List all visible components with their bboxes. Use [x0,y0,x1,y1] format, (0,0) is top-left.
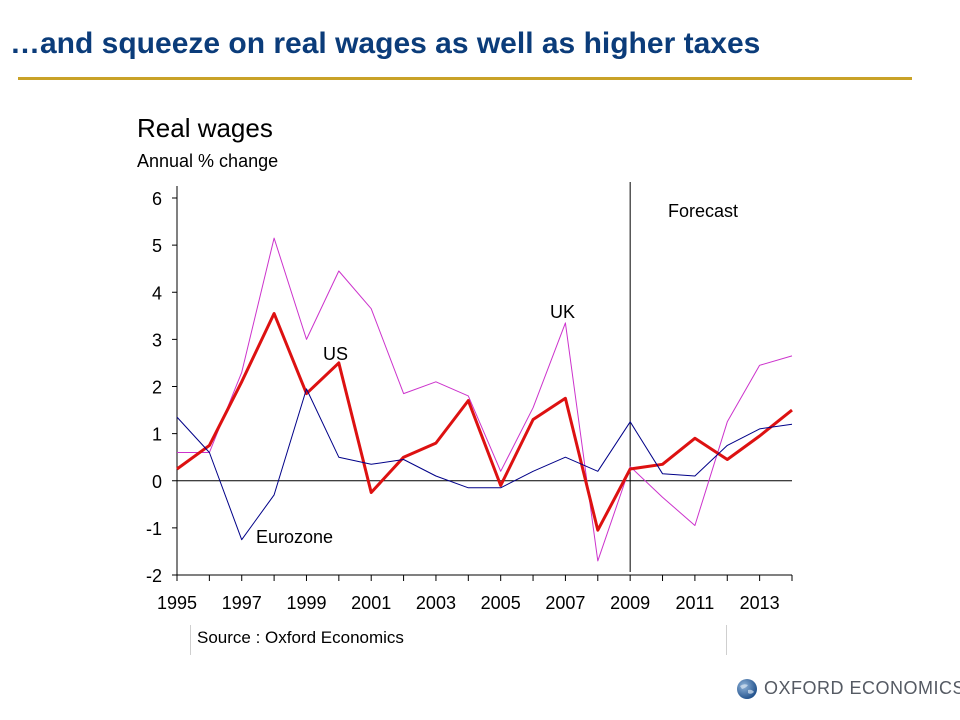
title-underline [18,77,912,80]
series-label-uk: UK [550,302,575,322]
chart-axes: 6 5 4 3 2 1 0 -1 -2 1995 1997 1999 2001 2003 2005 2007 2… [146,182,793,613]
x-tick-label: 2009 [610,593,650,613]
x-tick-label: 1999 [286,593,326,613]
globe-icon [737,679,757,699]
x-tick-label: 2007 [545,593,585,613]
y-tick-label: 5 [152,236,162,256]
chart-series [176,237,793,562]
x-tick-label: 2001 [351,593,391,613]
x-tick-label: 2003 [416,593,456,613]
oxford-economics-logo: OXFORD ECONOMICS [736,676,960,702]
y-tick-label: -2 [146,566,162,586]
y-tick-label: -1 [146,519,162,539]
y-tick-label: 1 [152,425,162,445]
series-line-us [176,312,793,532]
x-tick-label: 2013 [740,593,780,613]
y-tick-label: 3 [152,330,162,350]
logo-text: OXFORD ECONOMICS [764,678,960,698]
chart-title: Real wages [137,113,273,143]
series-line-uk [177,237,793,562]
y-tick-label: 4 [152,283,162,303]
series-label-us: US [323,344,348,364]
x-tick-label: 2011 [676,593,715,613]
y-tick-label: 0 [152,472,162,492]
y-tick-label: 2 [152,378,162,398]
series-line-eurozone [176,388,793,541]
y-tick-label: 6 [152,189,162,209]
source-box: Source : Oxford Economics [190,625,727,655]
chart-labels: Forecast UK US Eurozone [256,201,738,547]
x-tick-label: 1997 [222,593,262,613]
series-label-eurozone: Eurozone [256,527,333,547]
x-tick-label: 1995 [157,593,197,613]
chart-subtitle: Annual % change [137,151,278,171]
forecast-label: Forecast [668,201,738,221]
slide-title: …and squeeze on real wages as well as hi… [10,27,761,60]
x-tick-label: 2005 [481,593,521,613]
source-note: Source : Oxford Economics [197,628,404,647]
